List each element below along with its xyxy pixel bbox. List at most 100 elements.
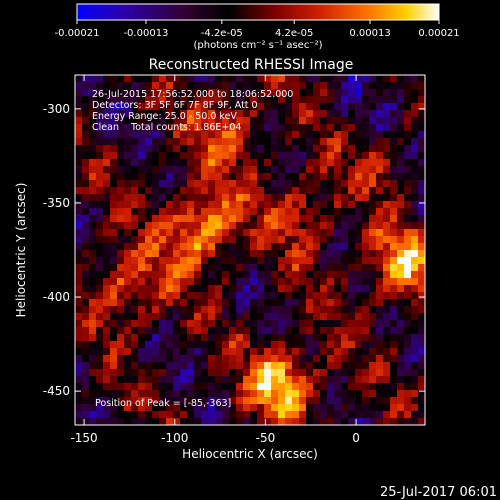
- heatmap-cell: [229, 397, 237, 405]
- heatmap-cell: [299, 152, 307, 160]
- heatmap-cell: [250, 306, 258, 314]
- heatmap-cell: [201, 96, 209, 104]
- heatmap-cell: [257, 236, 265, 244]
- heatmap-cell: [404, 404, 412, 412]
- heatmap-cell: [278, 348, 286, 356]
- heatmap-cell: [124, 194, 132, 202]
- heatmap-cell: [159, 208, 167, 216]
- heatmap-cell: [124, 355, 132, 363]
- heatmap-cell: [131, 390, 139, 398]
- heatmap-cell: [96, 124, 104, 132]
- heatmap-cell: [166, 82, 174, 90]
- heatmap-cell: [173, 194, 181, 202]
- heatmap-cell: [131, 103, 139, 111]
- heatmap-cell: [194, 327, 202, 335]
- heatmap-cell: [418, 173, 425, 181]
- heatmap-cell: [229, 145, 237, 153]
- heatmap-cell: [362, 117, 370, 125]
- heatmap-cell: [285, 159, 293, 167]
- heatmap-cell: [334, 215, 342, 223]
- heatmap-cell: [187, 320, 195, 328]
- heatmap-cell: [313, 173, 321, 181]
- heatmap-cell: [369, 138, 377, 146]
- heatmap-cell: [222, 397, 230, 405]
- heatmap-cell: [306, 103, 314, 111]
- heatmap-cell: [306, 110, 314, 118]
- heatmap-cell: [96, 348, 104, 356]
- chart-title: Reconstructed RHESSI Image: [149, 57, 354, 73]
- heatmap-cell: [96, 110, 104, 118]
- heatmap-cell: [327, 264, 335, 272]
- heatmap-cell: [299, 75, 307, 83]
- heatmap-cell: [145, 369, 153, 377]
- heatmap-cell: [320, 306, 328, 314]
- heatmap-cell: [215, 124, 223, 132]
- heatmap-cell: [306, 159, 314, 167]
- heatmap-cell: [411, 285, 419, 293]
- heatmap-cell: [138, 285, 146, 293]
- heatmap-cell: [222, 229, 230, 237]
- heatmap-cell: [117, 124, 125, 132]
- heatmap-cell: [292, 327, 300, 335]
- heatmap-cell: [306, 229, 314, 237]
- heatmap-cell: [292, 250, 300, 258]
- heatmap-cell: [201, 82, 209, 90]
- heatmap-cell: [355, 327, 363, 335]
- heatmap-cell: [369, 348, 377, 356]
- heatmap-cell: [89, 145, 97, 153]
- heatmap-cell: [250, 194, 258, 202]
- heatmap-cell: [292, 236, 300, 244]
- heatmap-cell: [236, 257, 244, 265]
- heatmap-cell: [208, 131, 216, 139]
- heatmap-cell: [362, 292, 370, 300]
- heatmap-cell: [166, 236, 174, 244]
- heatmap-cell: [355, 187, 363, 195]
- heatmap-cell: [187, 278, 195, 286]
- heatmap-cell: [201, 201, 209, 209]
- heatmap-cell: [250, 299, 258, 307]
- heatmap-cell: [362, 306, 370, 314]
- heatmap-cell: [96, 376, 104, 384]
- heatmap-cell: [208, 215, 216, 223]
- heatmap-cell: [299, 292, 307, 300]
- heatmap-cell: [166, 138, 174, 146]
- heatmap-cell: [166, 369, 174, 377]
- heatmap-cell: [369, 390, 377, 398]
- heatmap-cell: [243, 411, 251, 419]
- heatmap-cell: [215, 131, 223, 139]
- heatmap-cell: [96, 271, 104, 279]
- heatmap-cell: [271, 271, 279, 279]
- heatmap-cell: [411, 173, 419, 181]
- heatmap-cell: [320, 243, 328, 251]
- heatmap-cell: [334, 250, 342, 258]
- heatmap-cell: [103, 180, 111, 188]
- heatmap-cell: [124, 201, 132, 209]
- heatmap-cell: [250, 404, 258, 412]
- heatmap-cell: [222, 250, 230, 258]
- heatmap-cell: [313, 278, 321, 286]
- heatmap-cell: [229, 215, 237, 223]
- heatmap-cell: [292, 390, 300, 398]
- heatmap-cell: [334, 75, 342, 83]
- heatmap-cell: [117, 334, 125, 342]
- heatmap-cell: [390, 75, 398, 83]
- heatmap-cell: [355, 194, 363, 202]
- heatmap-cell: [257, 285, 265, 293]
- heatmap-cell: [159, 362, 167, 370]
- heatmap-cell: [208, 180, 216, 188]
- heatmap-cell: [369, 376, 377, 384]
- heatmap-cell: [173, 208, 181, 216]
- heatmap-cell: [75, 250, 83, 258]
- heatmap-cell: [180, 257, 188, 265]
- heatmap-cell: [341, 243, 349, 251]
- heatmap-cell: [82, 222, 90, 230]
- heatmap-cell: [411, 180, 419, 188]
- heatmap-cell: [89, 75, 97, 83]
- heatmap-cell: [264, 341, 272, 349]
- heatmap-cell: [257, 257, 265, 265]
- heatmap-cell: [180, 299, 188, 307]
- heatmap-cell: [355, 215, 363, 223]
- heatmap-cell: [418, 418, 425, 425]
- heatmap-cell: [243, 278, 251, 286]
- heatmap-cell: [110, 376, 118, 384]
